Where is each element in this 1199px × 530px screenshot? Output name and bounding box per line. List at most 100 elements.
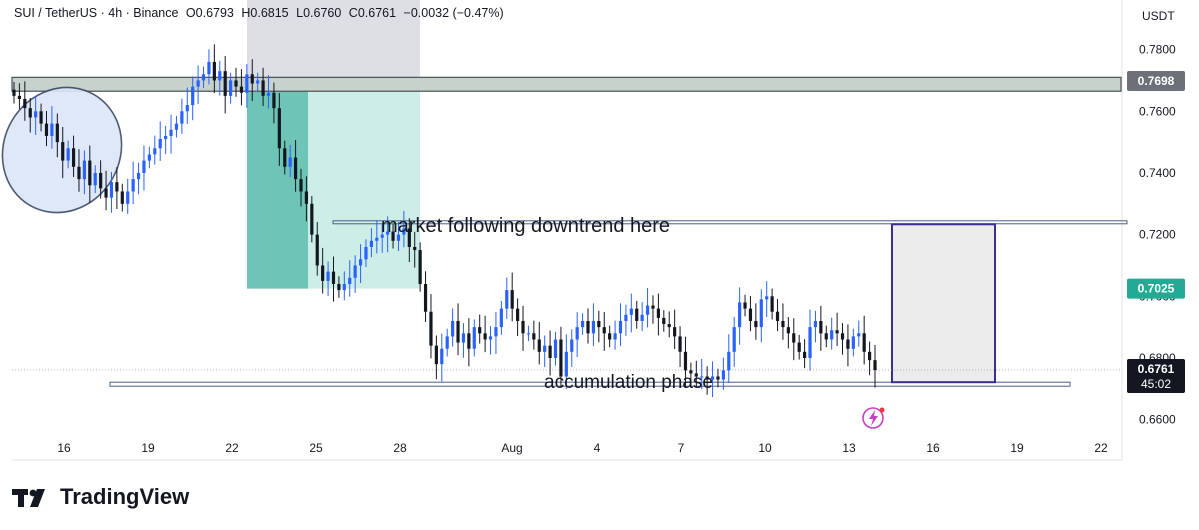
candle-body [23, 98, 27, 109]
x-tick-label: 7 [678, 441, 685, 455]
candle-body [326, 271, 330, 281]
x-tick-label: 19 [141, 441, 155, 455]
candle-body [299, 179, 303, 192]
candle-body [543, 345, 547, 352]
candle-body [147, 154, 151, 161]
candle-body [748, 308, 753, 321]
candle-body [494, 327, 498, 337]
candle-body [781, 320, 785, 328]
candle-body [532, 333, 536, 340]
candle-body [245, 74, 249, 93]
candle-body [537, 339, 541, 352]
candle-body [819, 320, 823, 334]
candle-body [857, 333, 861, 337]
candle-body [510, 290, 514, 309]
candle-body [851, 336, 855, 349]
high-value: H0.6815 [241, 6, 289, 20]
candle-body [738, 302, 742, 328]
candle-body [423, 283, 428, 312]
candle-body [44, 123, 49, 136]
tradingview-logo: TradingView [12, 484, 189, 510]
candle-body [207, 61, 211, 75]
candle-body [683, 351, 688, 371]
y-tick-label: 0.6600 [1139, 413, 1176, 427]
candle-body [218, 71, 222, 81]
candle-body [662, 317, 666, 325]
candle-body [505, 290, 509, 309]
candle-body [358, 259, 363, 266]
candle-body [17, 95, 22, 99]
projection-box [891, 223, 996, 384]
candle-body [288, 157, 292, 167]
lightning-icon-dot [879, 407, 885, 413]
candle-body [342, 283, 346, 291]
candle-body [369, 240, 373, 247]
candle-body [765, 296, 769, 300]
candle-body [191, 86, 195, 106]
candle-body [759, 299, 763, 328]
candle-body [792, 333, 796, 343]
candle-body [402, 228, 406, 235]
symbol-label[interactable]: SUI / TetherUS · 4h · Binance [14, 6, 179, 20]
candle-body [185, 105, 189, 112]
candle-body [164, 135, 168, 140]
candle-body [873, 360, 877, 371]
last-price-label: 0.6761 [1138, 362, 1175, 376]
candle-body [824, 333, 828, 340]
candle-body [61, 142, 65, 161]
candle-body [521, 320, 525, 334]
candle-body [770, 296, 774, 312]
candle-body [196, 80, 200, 87]
candle-body [223, 71, 227, 96]
candle-body [440, 348, 444, 365]
y-tick-label: 0.7200 [1139, 228, 1176, 242]
candle-body [55, 123, 59, 143]
candle-body [82, 160, 86, 180]
downtrend-annotation[interactable]: market following downtrend here [381, 215, 671, 237]
stop-zone [247, 0, 420, 92]
candle-body [77, 166, 81, 180]
candle-body [808, 327, 812, 358]
candle-body [472, 327, 476, 349]
candle-body [391, 231, 395, 241]
target-price-label: 0.7025 [1138, 282, 1175, 296]
candle-body [559, 339, 563, 377]
candle-body [272, 92, 276, 109]
candle-body [700, 376, 704, 378]
candle-body [115, 182, 119, 192]
candle-body [174, 123, 179, 130]
candle-body [413, 246, 417, 251]
candle-body [131, 179, 135, 192]
x-tick-label: 22 [225, 441, 239, 455]
candle-body [261, 80, 265, 96]
candle-body [586, 320, 590, 334]
x-tick-label: 25 [309, 441, 323, 455]
close-value: C0.6761 [348, 6, 397, 20]
candle-body [624, 314, 628, 321]
candle-body [256, 80, 260, 84]
x-tick-label: 13 [842, 441, 856, 455]
lightning-icon-bolt [869, 410, 878, 426]
candle-body [229, 80, 233, 96]
candle-body [575, 327, 579, 340]
y-tick-label: 0.7800 [1139, 43, 1176, 57]
candle-body [250, 74, 254, 84]
candle-body [277, 108, 281, 149]
candle-body [396, 234, 401, 241]
candle-body [640, 314, 644, 321]
candle-body [153, 148, 157, 155]
candle-body [136, 172, 141, 180]
candle-body [656, 308, 660, 318]
currency-label[interactable]: USDT [1142, 9, 1175, 23]
accumulation-annotation[interactable]: accumulation phase [544, 372, 713, 393]
candle-body [407, 228, 411, 247]
candle-body [635, 308, 639, 321]
candle-body [689, 370, 693, 374]
candle-body [629, 308, 633, 315]
candle-body [516, 308, 520, 321]
candle-body [553, 339, 558, 358]
candle-body [694, 373, 698, 377]
open-value: O0.6793 [185, 6, 234, 20]
countdown-label: 45:02 [1141, 377, 1171, 391]
